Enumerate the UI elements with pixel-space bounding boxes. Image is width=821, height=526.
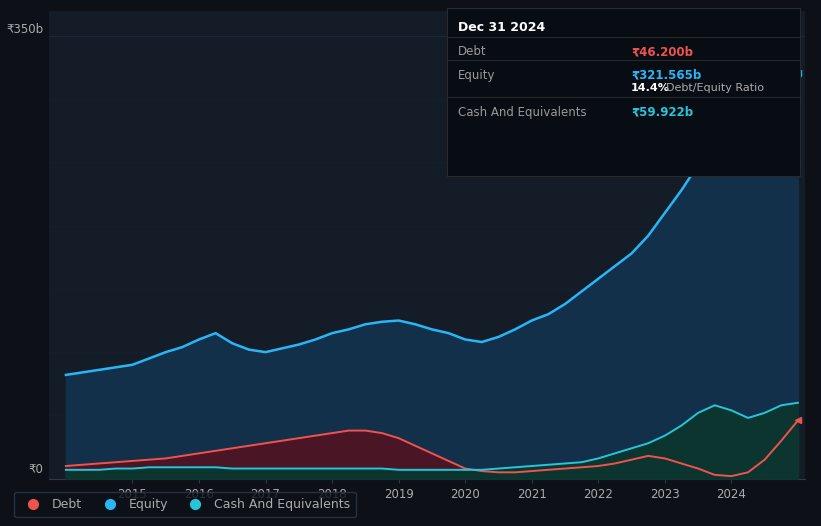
Text: 14.4%: 14.4%	[631, 83, 670, 94]
Text: Cash And Equivalents: Cash And Equivalents	[458, 106, 587, 118]
Text: Debt: Debt	[458, 45, 487, 58]
Text: Equity: Equity	[458, 69, 496, 82]
Text: ₹0: ₹0	[29, 463, 44, 476]
Text: Dec 31 2024: Dec 31 2024	[458, 22, 545, 34]
Legend: Debt, Equity, Cash And Equivalents: Debt, Equity, Cash And Equivalents	[15, 492, 356, 518]
Text: ₹46.200b: ₹46.200b	[631, 45, 693, 58]
Text: Debt/Equity Ratio: Debt/Equity Ratio	[666, 83, 764, 94]
Text: ₹350b: ₹350b	[6, 23, 44, 36]
Text: ₹59.922b: ₹59.922b	[631, 106, 693, 118]
Text: ₹321.565b: ₹321.565b	[631, 69, 701, 82]
